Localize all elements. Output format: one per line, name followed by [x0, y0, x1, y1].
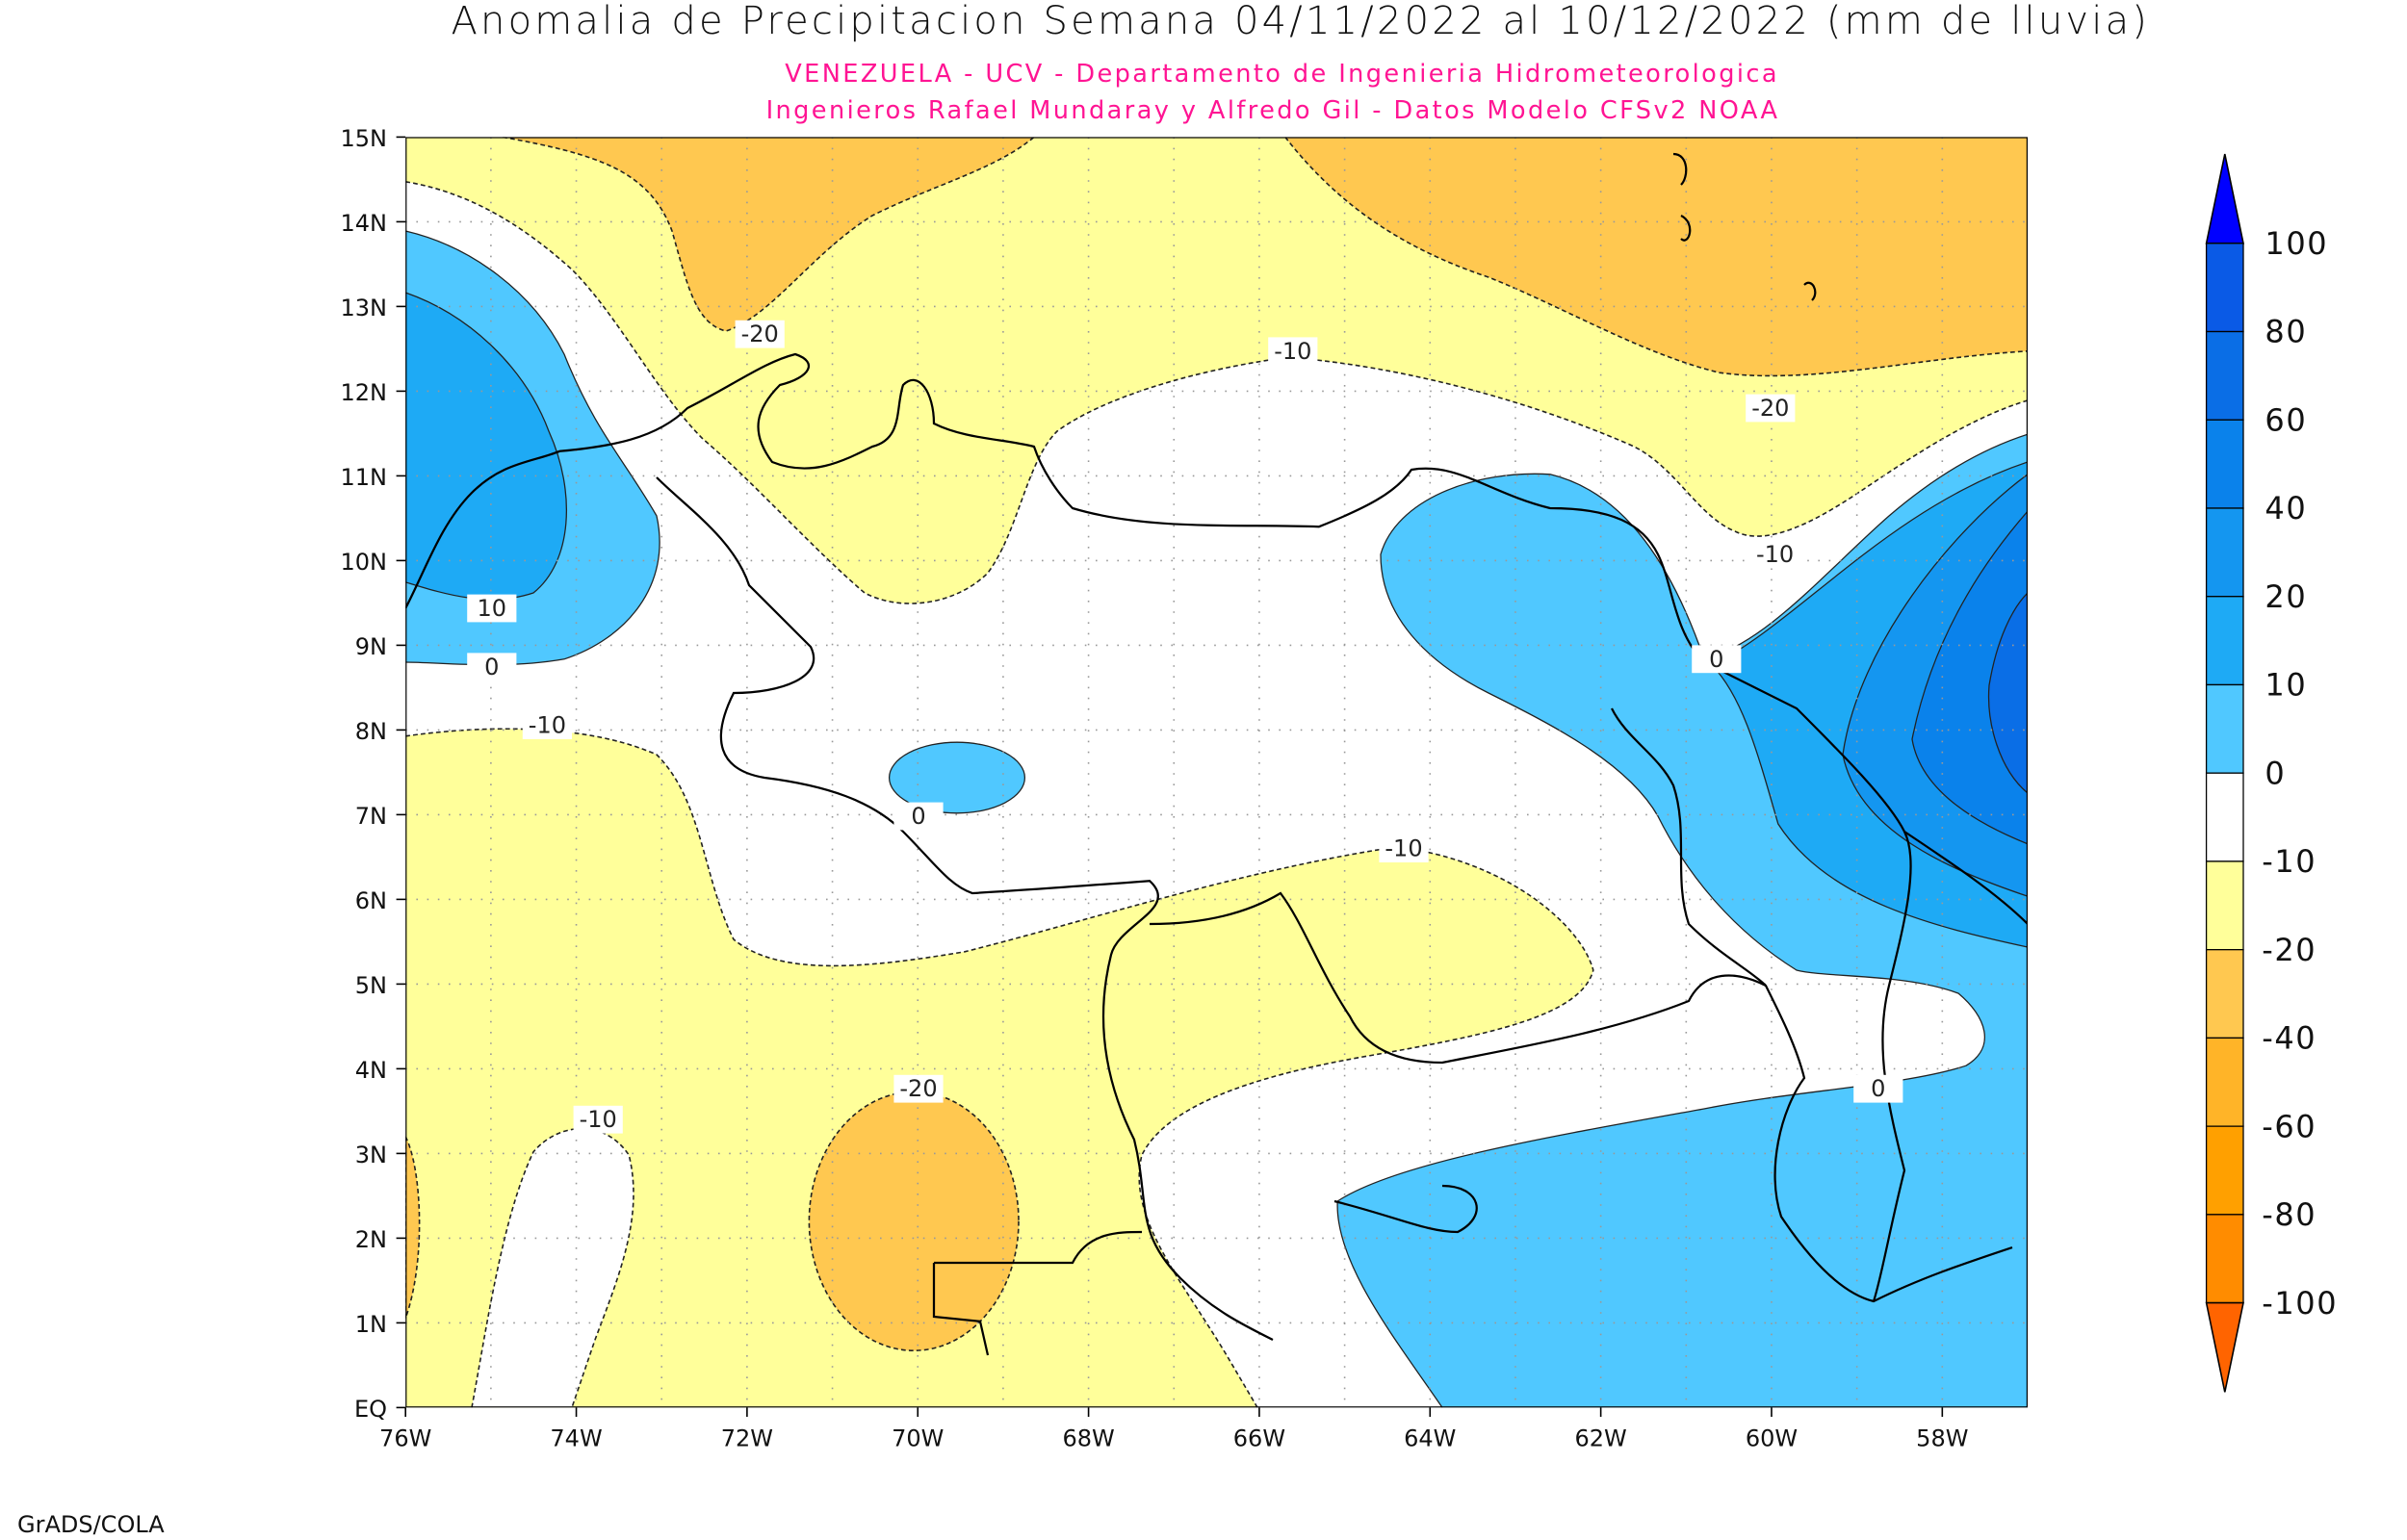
contour-label: -20: [899, 1075, 937, 1102]
colorbar-swatch: [2205, 596, 2244, 686]
map-title: Anomalia de Precipitacion Semana 04/11/2…: [451, 0, 2150, 43]
colorbar-label: 40: [2265, 490, 2307, 526]
colorbar-swatch: [2205, 1214, 2244, 1304]
lon-tick-label: 76W: [379, 1424, 431, 1451]
contour-label: 0: [1871, 1075, 1885, 1102]
colorbar-swatch: [2205, 949, 2244, 1040]
contour-labels: -20 -10 -20 -10 10 0 -10 0 -10 0 -20 -10 0: [467, 320, 1903, 1134]
contour-label-bg: [1268, 337, 1318, 366]
lon-tick-label: 72W: [721, 1424, 773, 1451]
contour-label-bg: [1853, 1074, 1903, 1103]
colorbar-swatch: [2205, 860, 2244, 951]
lat-tick-label: 14N: [341, 210, 388, 237]
colorbar-min-triangle: [2205, 1301, 2244, 1393]
lat-tick-label: 4N: [355, 1057, 387, 1084]
colorbar-label: 20: [2265, 578, 2307, 615]
colorbar-label: -60: [2262, 1108, 2316, 1144]
contour-label: -20: [741, 321, 779, 347]
lat-tick-label: 13N: [341, 295, 388, 321]
contour-label: 0: [484, 654, 499, 680]
colorbar-swatch: [2205, 507, 2244, 598]
lat-tick-label: 8N: [355, 718, 387, 745]
region-orange-northwest: [503, 137, 1034, 331]
lat-tick-label: 2N: [355, 1226, 387, 1253]
contour-label: -10: [529, 712, 566, 739]
contour-label-bg: [522, 711, 572, 739]
plot-area: [405, 137, 2028, 1408]
lon-tick-label: 58W: [1916, 1424, 1968, 1451]
contour-label: -20: [1751, 395, 1789, 422]
colorbar-label: -10: [2262, 843, 2316, 880]
contour-label-bg: [1746, 394, 1796, 423]
region-blue10-west: [405, 293, 567, 600]
contour-label: -10: [1385, 835, 1422, 862]
longitude-axis: 76W 74W 72W 70W 68W 66W 64W 62W 60W 58W: [379, 1407, 1968, 1451]
lon-tick-label: 74W: [550, 1424, 602, 1451]
lat-tick-label: 7N: [355, 803, 387, 830]
contour-label: -10: [1756, 541, 1794, 568]
contour-label-bg: [1379, 834, 1429, 862]
colorbar-swatch: [2205, 330, 2244, 421]
lon-tick-label: 66W: [1233, 1424, 1285, 1451]
contour-label-bg: [1750, 540, 1800, 569]
lon-tick-label: 68W: [1062, 1424, 1114, 1451]
region-blue-central: [888, 741, 1026, 814]
colorbar-label: -20: [2262, 932, 2316, 968]
colorbar-label: 80: [2265, 314, 2307, 350]
lat-tick-label: 12N: [341, 379, 388, 406]
lon-tick-label: 62W: [1574, 1424, 1626, 1451]
colorbar-label: 100: [2265, 225, 2328, 262]
lat-tick-label: 11N: [341, 464, 388, 491]
colorbar-label: 0: [2265, 755, 2286, 791]
colorbar-swatch: [2205, 1037, 2244, 1127]
lat-tick-label: 15N: [341, 125, 388, 152]
lon-tick-label: 64W: [1404, 1424, 1456, 1451]
region-white-south-hole: [472, 1128, 634, 1408]
contour-label: 0: [911, 803, 925, 830]
lat-tick-label: 6N: [355, 887, 387, 914]
colorbar-label: -100: [2262, 1285, 2338, 1322]
lat-tick-label: 1N: [355, 1311, 387, 1338]
colorbar-swatch: [2205, 243, 2244, 333]
colorbar-label: -80: [2262, 1196, 2316, 1233]
region-blue60-east: [1987, 592, 2028, 794]
colorbar-swatch: [2205, 683, 2244, 774]
lat-tick-label: 3N: [355, 1142, 387, 1168]
contour-label-bg: [1692, 645, 1742, 674]
colorbar-swatch: [2205, 772, 2244, 862]
contour-label-bg: [467, 653, 517, 681]
lon-tick-label: 70W: [892, 1424, 944, 1451]
contour-label-bg: [893, 802, 944, 831]
region-orange-southwest-edge: [405, 1136, 421, 1319]
contour-label-bg: [573, 1105, 623, 1134]
subtitle-authors: Ingenieros Rafael Mundaray y Alfredo Gil…: [766, 96, 1780, 125]
region-orange-northeast: [1284, 137, 2028, 376]
colorbar-label: 10: [2265, 667, 2307, 704]
contour-label-bg: [735, 320, 785, 348]
footer-credit: GrADS/COLA: [17, 1511, 165, 1538]
contour-label: -10: [1274, 338, 1311, 365]
colorbar-max-triangle: [2205, 153, 2244, 244]
lat-tick-label: 5N: [355, 972, 387, 999]
subtitle-institution: VENEZUELA - UCV - Departamento de Ingeni…: [785, 60, 1779, 89]
contour-label: -10: [580, 1106, 617, 1133]
contour-label-bg: [467, 594, 517, 623]
lat-tick-label: EQ: [354, 1396, 387, 1423]
colorbar-label: -40: [2262, 1020, 2316, 1057]
contour-label: 10: [478, 595, 507, 622]
colorbar-swatch: [2205, 419, 2244, 509]
graticule: [405, 137, 2028, 1408]
latitude-axis: 15N 14N 13N 12N 11N 10N 9N 8N 7N 6N 5N 4N 3N 2N 1N EQ: [341, 125, 406, 1423]
colorbar-label: 60: [2265, 401, 2307, 438]
contour-label: 0: [1709, 646, 1723, 673]
colorbar-swatch: [2205, 1125, 2244, 1216]
contour-label-bg: [893, 1074, 944, 1103]
lat-tick-label: 10N: [341, 549, 388, 576]
region-orange-south: [808, 1091, 1020, 1352]
lon-tick-label: 60W: [1746, 1424, 1798, 1451]
lat-tick-label: 9N: [355, 633, 387, 660]
